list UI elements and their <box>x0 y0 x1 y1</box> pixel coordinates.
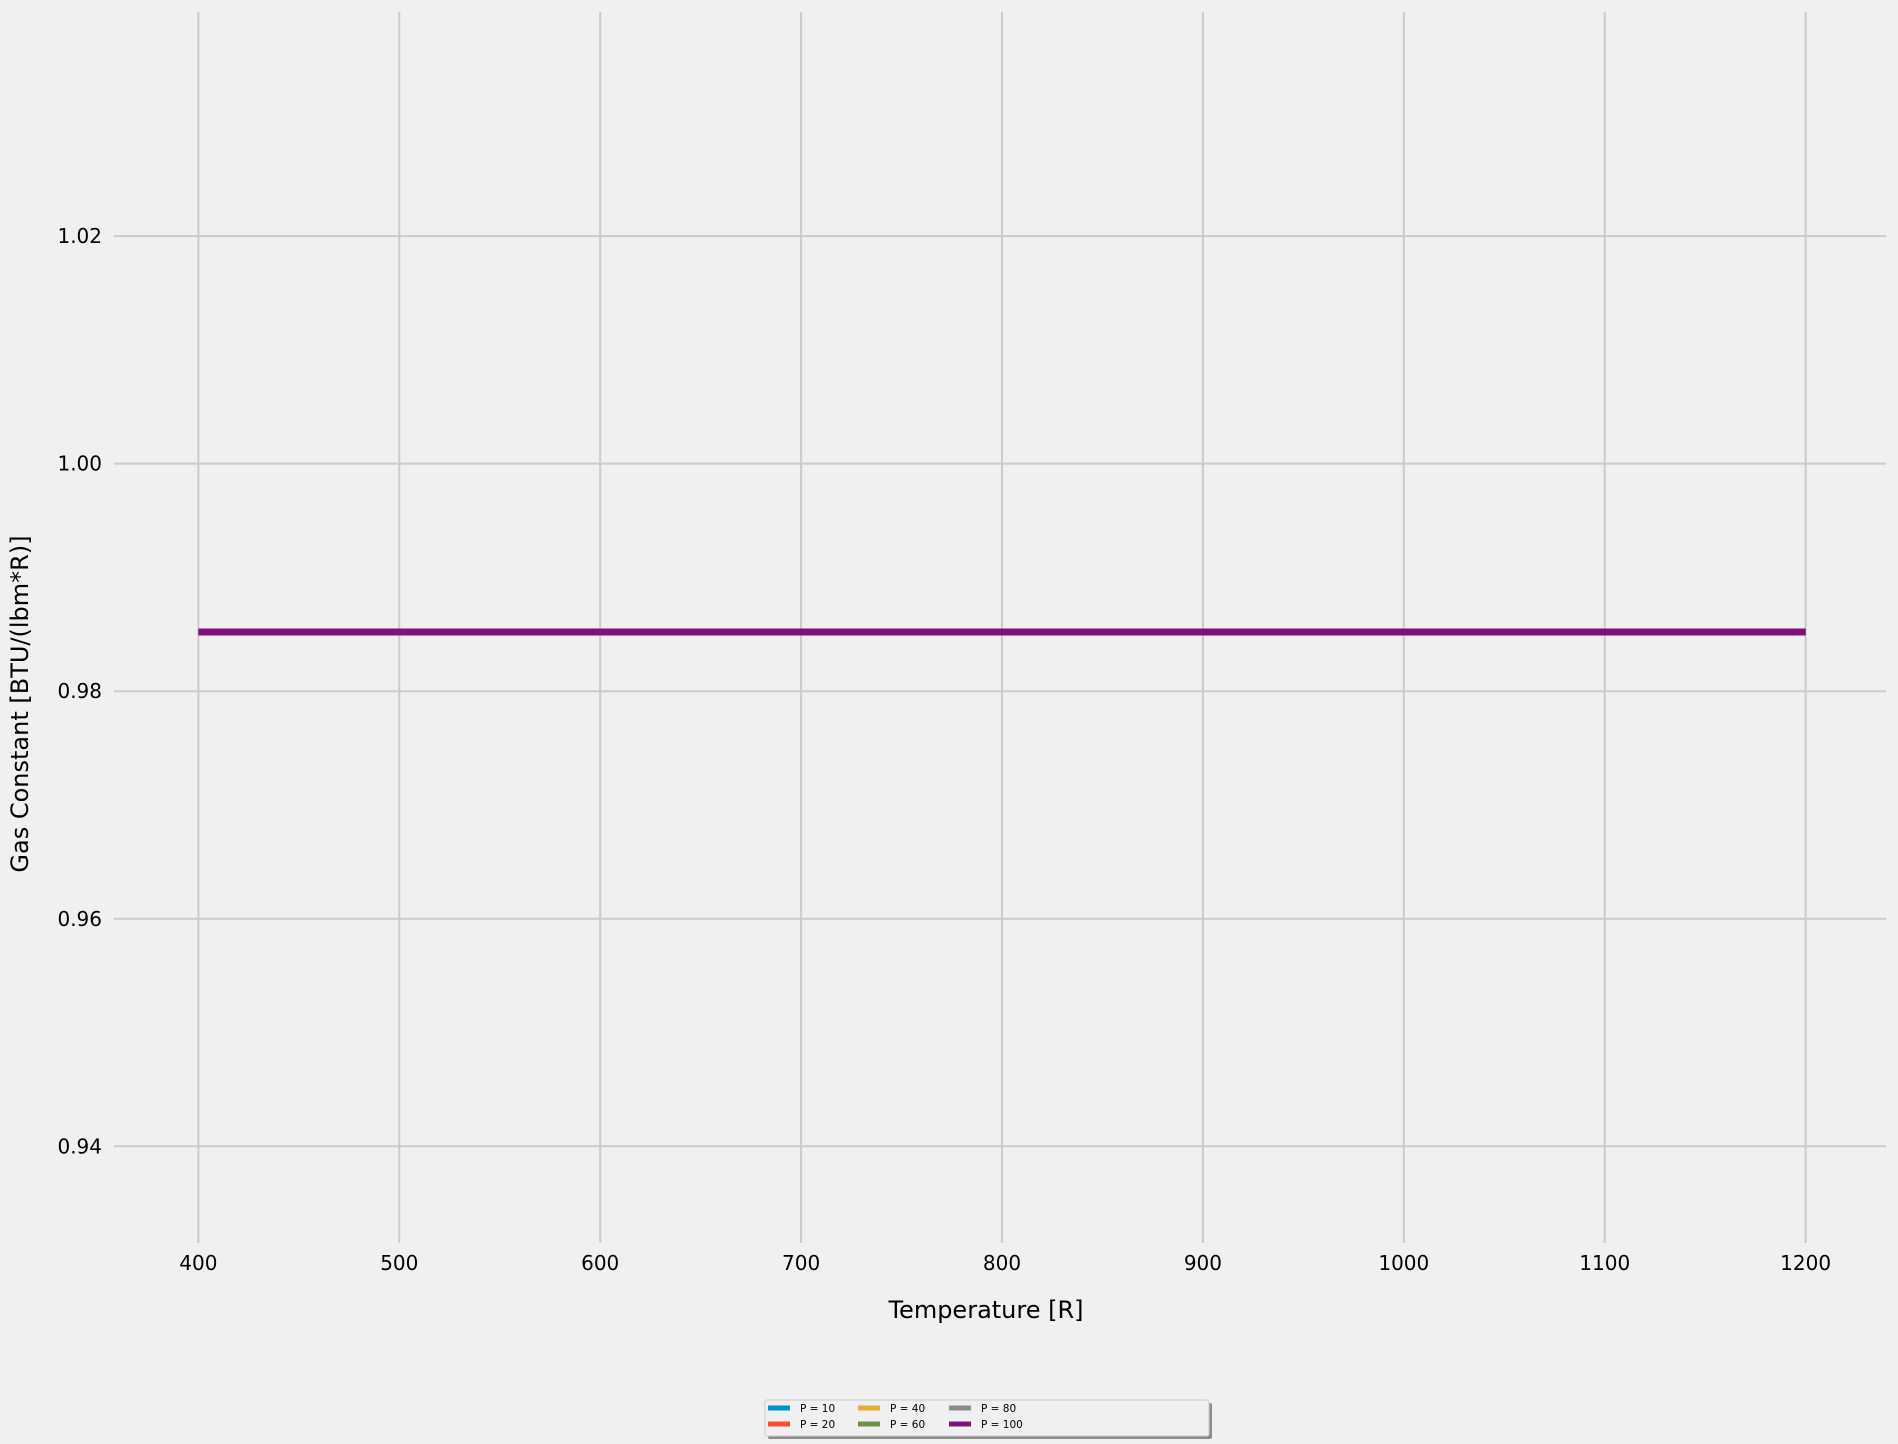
grid <box>114 12 1886 1243</box>
y-tick-label: 0.98 <box>57 679 102 703</box>
x-tick-label: 1200 <box>1780 1251 1831 1275</box>
x-tick-label: 1000 <box>1378 1251 1429 1275</box>
x-tick-label: 500 <box>380 1251 418 1275</box>
legend-label-6: P = 100 <box>981 1419 1023 1431</box>
legend-label-2: P = 20 <box>800 1419 835 1431</box>
x-tick-label: 800 <box>983 1251 1021 1275</box>
x-axis-label: Temperature [R] <box>887 1296 1083 1324</box>
y-tick-label: 1.02 <box>57 224 102 248</box>
y-tick-label: 0.94 <box>57 1134 102 1158</box>
legend-label-3: P = 40 <box>890 1403 925 1415</box>
legend-label-5: P = 80 <box>981 1403 1016 1415</box>
y-tick-label: 1.00 <box>57 452 102 476</box>
y-tick-label: 0.96 <box>57 907 102 931</box>
legend-label-1: P = 10 <box>800 1403 835 1415</box>
legend-label-4: P = 60 <box>890 1419 925 1431</box>
x-tick-label: 1100 <box>1579 1251 1630 1275</box>
x-tick-label: 400 <box>179 1251 217 1275</box>
legend: P = 10 P = 20 P = 40 P = 60 P = 80 P = 100 <box>764 1399 1212 1439</box>
y-axis-label: Gas Constant [BTU/(lbm*R)] <box>6 535 34 872</box>
x-tick-label: 700 <box>782 1251 820 1275</box>
tick-labels: 400 500 600 700 800 900 1000 1100 1200 0.94 0.96 0.… <box>57 224 1831 1275</box>
x-tick-label: 600 <box>581 1251 619 1275</box>
x-tick-label: 900 <box>1184 1251 1222 1275</box>
